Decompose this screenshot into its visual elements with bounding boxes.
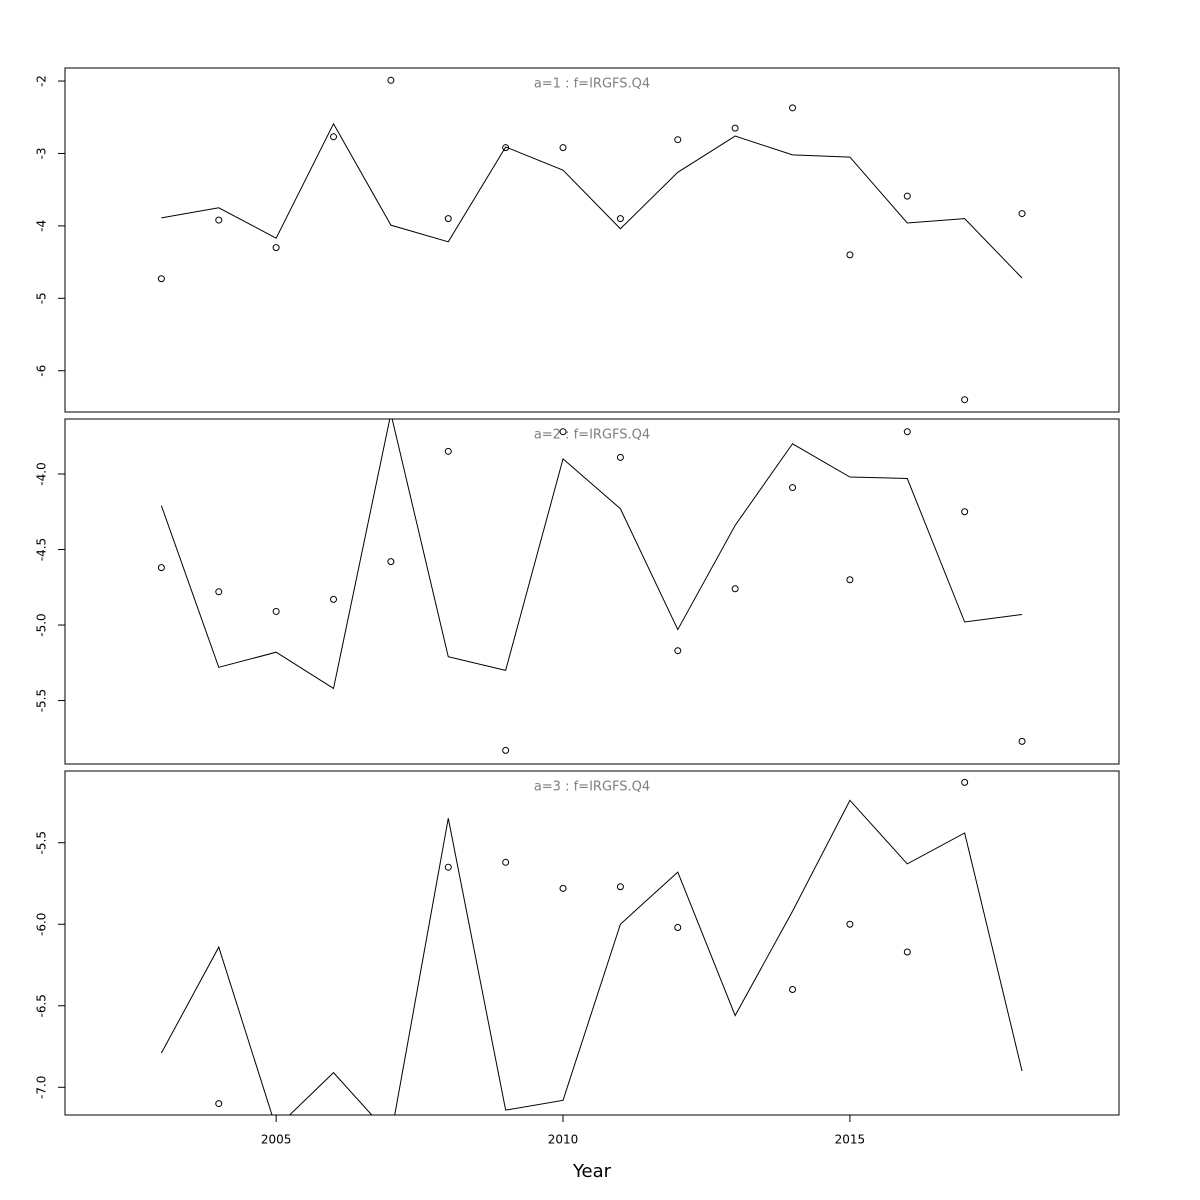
panel-title: a=2 : f=IRGFS.Q4: [534, 428, 650, 443]
observation: [731, 585, 739, 593]
x-axis-label: Year: [572, 1161, 612, 1182]
x-tick-label: 2015: [835, 1133, 866, 1147]
y-tick-label: -6: [35, 365, 49, 377]
plot-area: [157, 76, 1026, 404]
observation: [387, 76, 395, 84]
observation: [674, 924, 682, 932]
observation: [559, 884, 567, 892]
observation: [215, 1100, 223, 1108]
observation: [444, 863, 452, 871]
y-tick-label: -3: [35, 147, 49, 159]
observation: [272, 244, 280, 252]
panel-box: [64, 770, 1120, 1116]
observation: [330, 595, 338, 603]
observation: [846, 251, 854, 259]
observation: [674, 647, 682, 655]
observation: [961, 778, 969, 786]
y-tick-label: -7.0: [35, 1076, 49, 1099]
observation: [1018, 210, 1026, 218]
observation: [903, 948, 911, 956]
observation: [789, 104, 797, 112]
observation: [559, 144, 567, 152]
observation: [616, 453, 624, 461]
fit-line: [160, 419, 1023, 690]
observation: [272, 607, 280, 615]
panel-title: a=1 : f=IRGFS.Q4: [534, 77, 650, 92]
y-tick-label: -5.5: [35, 831, 49, 854]
observation: [387, 558, 395, 566]
y-tick-label: -4: [35, 220, 49, 232]
plot-area: [157, 419, 1026, 754]
observation: [961, 396, 969, 404]
y-tick-label: -5: [35, 292, 49, 304]
x-tick-label: 2005: [261, 1133, 292, 1147]
observation: [616, 883, 624, 891]
x-tick-label: 2010: [548, 1133, 579, 1147]
plot-area: [160, 778, 1023, 1115]
observation: [789, 484, 797, 492]
observation: [444, 215, 452, 223]
panel-title: a=3 : f=IRGFS.Q4: [534, 780, 650, 795]
panel-box: [64, 67, 1120, 413]
observation: [502, 858, 510, 866]
y-tick-label: -2: [35, 75, 49, 87]
y-tick-label: -5.0: [35, 613, 49, 636]
fit-line: [160, 799, 1023, 1115]
observation: [330, 133, 338, 141]
fit-line: [161, 122, 1023, 279]
observation: [674, 136, 682, 144]
observation: [502, 746, 510, 754]
observation: [1018, 737, 1026, 745]
observation: [616, 215, 624, 223]
observation: [846, 576, 854, 584]
observation: [731, 124, 739, 132]
y-tick-label: -6.0: [35, 913, 49, 936]
observation: [215, 588, 223, 596]
observation: [157, 564, 165, 572]
observation: [961, 508, 969, 516]
y-tick-label: -4.0: [35, 462, 49, 485]
y-tick-label: -4.5: [35, 538, 49, 561]
observation: [903, 428, 911, 436]
observation: [846, 920, 854, 928]
observation: [502, 144, 510, 152]
observation: [559, 428, 567, 436]
observation: [157, 275, 165, 283]
y-tick-label: -5.5: [35, 689, 49, 712]
observation: [215, 216, 223, 224]
observation: [903, 192, 911, 200]
observation: [789, 985, 797, 993]
y-tick-label: -6.5: [35, 994, 49, 1017]
panel-box: [64, 418, 1120, 765]
observation: [444, 447, 452, 455]
